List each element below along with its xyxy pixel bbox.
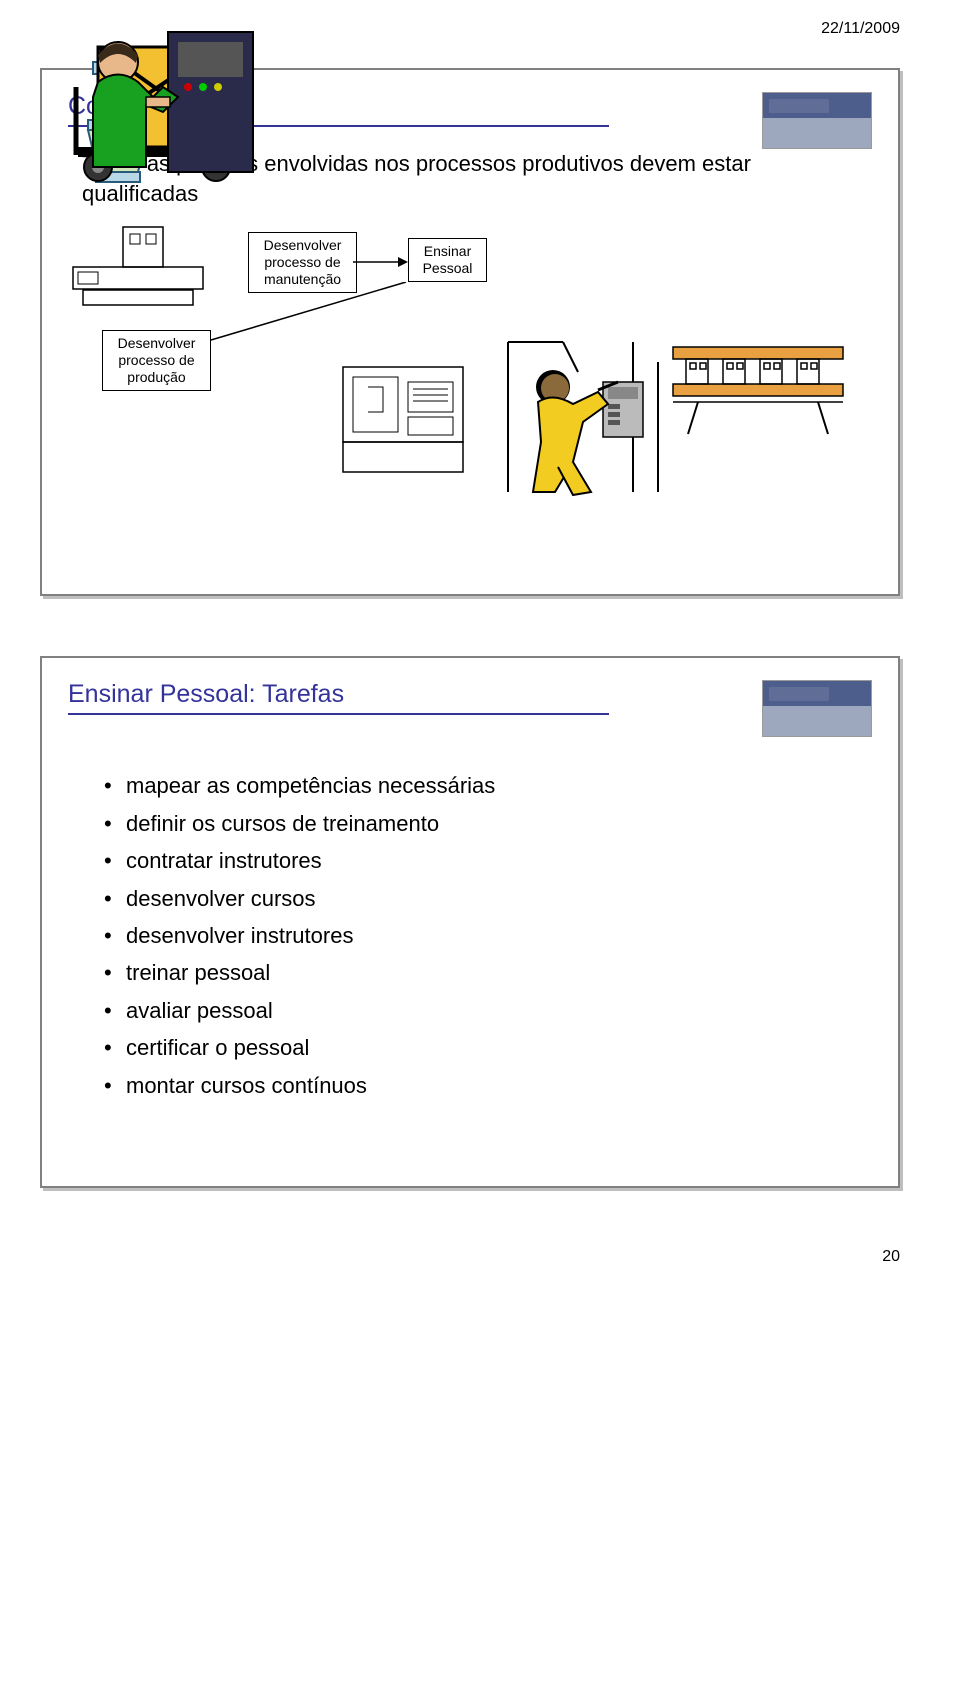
- conveyor-icon: [668, 342, 848, 442]
- slide-2: Ensinar Pessoal: Tarefas mapear as compe…: [40, 656, 900, 1188]
- connector-line: [206, 282, 411, 352]
- box-producao: Desenvolver processo de produção: [102, 330, 211, 390]
- box-ensinar: Ensinar Pessoal: [408, 238, 487, 282]
- list-item: treinar pessoal: [104, 954, 872, 991]
- list-item: definir os cursos de treinamento: [104, 805, 872, 842]
- list-item: certificar o pessoal: [104, 1029, 872, 1066]
- box-text: Desenvolver: [264, 237, 342, 253]
- technician-panel-icon: [68, 27, 268, 187]
- bullet-list: mapear as competências necessárias defin…: [104, 767, 872, 1104]
- worker-repair-icon: [503, 332, 663, 502]
- list-item: desenvolver cursos: [104, 880, 872, 917]
- slide1-diagram: Desenvolver processo de manutenção Ensin…: [68, 222, 872, 572]
- logo-icon: [762, 680, 872, 737]
- list-item: desenvolver instrutores: [104, 917, 872, 954]
- title-rule: [68, 713, 609, 715]
- box-text: Ensinar: [424, 243, 471, 259]
- list-item: mapear as competências necessárias: [104, 767, 872, 804]
- list-item: montar cursos contínuos: [104, 1067, 872, 1104]
- machine-small-icon: [68, 222, 218, 322]
- box-text: processo de: [118, 352, 194, 368]
- box-text: Desenvolver: [118, 335, 196, 351]
- list-item: contratar instrutores: [104, 842, 872, 879]
- slide2-title: Ensinar Pessoal: Tarefas: [68, 680, 762, 709]
- logo-icon: [762, 92, 872, 149]
- arrow-icon: [353, 252, 408, 272]
- page-number: 20: [40, 1248, 900, 1266]
- box-text: Pessoal: [423, 260, 473, 276]
- cnc-icon: [328, 357, 478, 487]
- box-text: produção: [127, 369, 185, 385]
- list-item: avaliar pessoal: [104, 992, 872, 1029]
- box-text: processo de: [264, 254, 340, 270]
- slide-1: Condição ideal Todas as pessoas envolvid…: [40, 68, 900, 596]
